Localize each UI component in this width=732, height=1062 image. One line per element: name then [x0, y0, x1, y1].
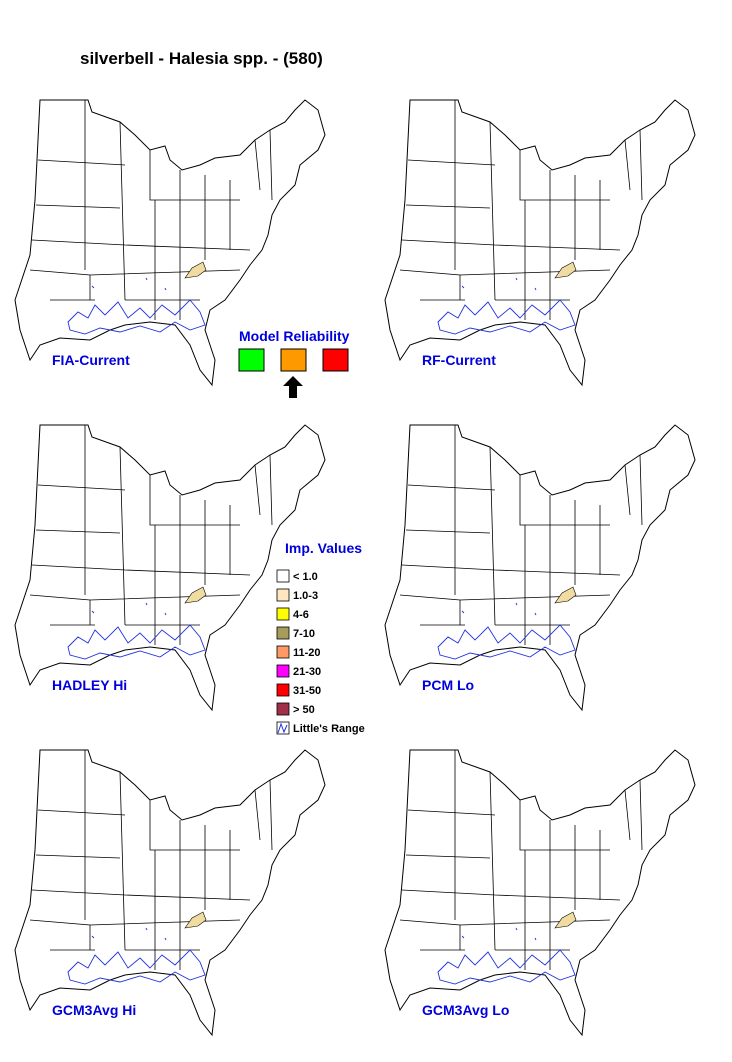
- map: [384, 99, 696, 386]
- map-label: GCM3Avg Lo: [422, 1002, 509, 1018]
- range-label: Little's Range: [293, 723, 365, 735]
- map-label: HADLEY Hi: [52, 677, 127, 693]
- selection-arrow: [283, 376, 303, 398]
- map: [384, 424, 696, 711]
- map: [14, 749, 326, 1036]
- legend-swatch: [276, 683, 290, 697]
- map: [384, 749, 696, 1036]
- legend-label: < 1.0: [293, 571, 318, 583]
- legend-swatch: [276, 645, 290, 659]
- reliability-box: [238, 348, 265, 372]
- legend-swatch: [276, 626, 290, 640]
- range-icon: [277, 722, 288, 734]
- reliability-box: [280, 348, 307, 372]
- legend-label: 1.0-3: [293, 590, 318, 602]
- map-label: GCM3Avg Hi: [52, 1002, 136, 1018]
- title: silverbell - Halesia spp. - (580): [80, 49, 323, 68]
- legend-swatch: [276, 664, 290, 678]
- legend-label: > 50: [293, 704, 315, 716]
- legend-label: 31-50: [293, 685, 321, 697]
- legend-swatch: [276, 607, 290, 621]
- map-label: FIA-Current: [52, 352, 130, 368]
- legend-swatch: [276, 702, 290, 716]
- legend-label: 11-20: [293, 647, 321, 659]
- map-label: RF-Current: [422, 352, 496, 368]
- reliability-box: [322, 348, 349, 372]
- legend-label: 7-10: [293, 628, 315, 640]
- map-label: PCM Lo: [422, 677, 474, 693]
- legend-title: Imp. Values: [285, 540, 362, 556]
- legend-swatch: [276, 588, 290, 602]
- legend-swatch: [276, 569, 290, 583]
- legend-label: 21-30: [293, 666, 321, 678]
- legend-label: 4-6: [293, 609, 309, 621]
- reliability-title: Model Reliability: [239, 328, 350, 344]
